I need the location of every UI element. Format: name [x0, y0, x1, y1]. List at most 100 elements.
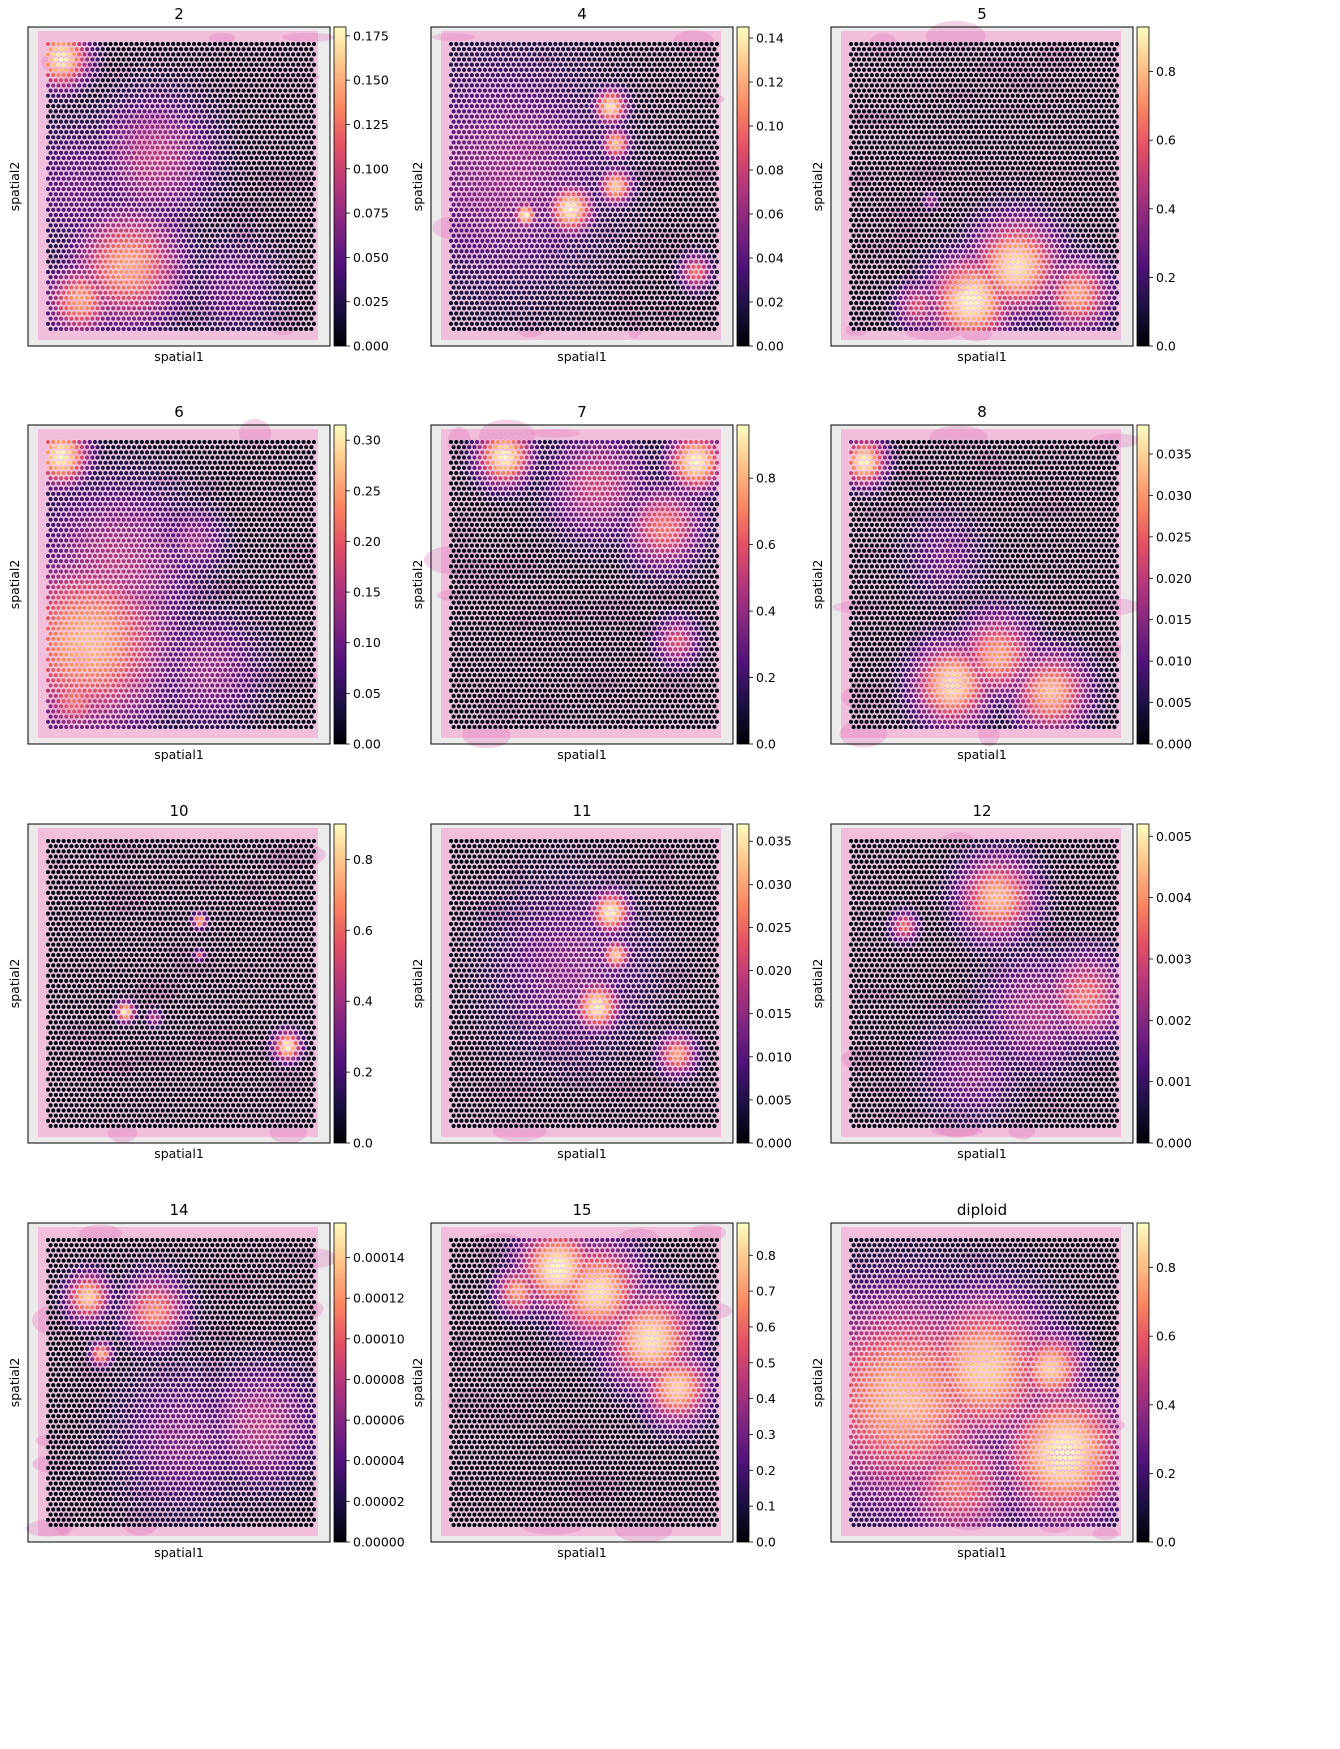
spot [246, 202, 252, 208]
spot [115, 264, 121, 270]
spot [693, 228, 699, 234]
spot [654, 202, 660, 208]
spot [235, 326, 241, 332]
spot [87, 238, 93, 244]
spot [248, 300, 254, 306]
spot [464, 134, 470, 140]
spot [495, 82, 501, 88]
spot [521, 134, 527, 140]
spot [142, 202, 147, 208]
spot [241, 119, 247, 125]
spot [121, 88, 127, 94]
spot [63, 98, 69, 104]
spot [649, 139, 655, 145]
spot [711, 67, 717, 73]
spot [155, 259, 161, 265]
spot [254, 196, 260, 202]
spot [275, 72, 280, 78]
spot [79, 98, 85, 104]
spot [552, 228, 558, 234]
spot [87, 103, 93, 109]
spot [492, 233, 498, 239]
spot [123, 310, 129, 316]
spot [586, 88, 592, 94]
spot [178, 46, 184, 52]
spot [542, 114, 548, 120]
spot [241, 129, 247, 135]
spot [235, 264, 241, 270]
spot [701, 202, 707, 208]
spot [597, 108, 603, 114]
spot [458, 217, 464, 223]
spot [68, 305, 74, 311]
spot [631, 217, 637, 223]
spot [243, 134, 249, 140]
spot [259, 196, 265, 202]
spot [298, 316, 304, 322]
spot [144, 176, 150, 182]
colorbar-tick-label: 0.100 [353, 161, 389, 176]
spot [131, 305, 137, 311]
spot [92, 259, 98, 265]
spot [170, 310, 176, 316]
spot [701, 160, 707, 166]
spot [209, 46, 215, 52]
spot [662, 41, 668, 47]
spot [235, 129, 241, 135]
spot [672, 103, 678, 109]
spot [275, 196, 280, 202]
spot [644, 139, 650, 145]
spot [542, 238, 548, 244]
spot [74, 150, 80, 156]
spot [275, 134, 280, 140]
spot [280, 248, 286, 254]
spot [524, 119, 530, 125]
spot [259, 238, 265, 244]
spot [565, 139, 571, 145]
spot [139, 41, 145, 47]
spot [290, 228, 296, 234]
spot [204, 139, 210, 145]
spot [209, 67, 215, 73]
spot [55, 217, 61, 223]
spot [235, 139, 241, 145]
spot [456, 243, 462, 249]
spot [175, 165, 181, 171]
spot [79, 222, 85, 228]
spot [170, 321, 176, 327]
spot [246, 108, 252, 114]
spot [139, 103, 145, 109]
spot [173, 316, 179, 322]
spot [139, 269, 145, 275]
spot [76, 93, 82, 99]
spot [578, 155, 584, 161]
spot [696, 212, 702, 218]
spot [709, 82, 715, 88]
spot [102, 248, 108, 254]
spot [311, 217, 317, 223]
spot [71, 217, 77, 223]
spot [285, 228, 291, 234]
spot [701, 222, 707, 228]
spot [121, 108, 127, 114]
spot [261, 160, 267, 166]
spot [58, 264, 64, 270]
spot [464, 62, 470, 68]
spot [295, 103, 301, 109]
spot [558, 114, 564, 120]
spot [615, 134, 621, 140]
spot [664, 202, 670, 208]
spot [89, 202, 95, 208]
spot [186, 228, 192, 234]
spot [285, 321, 291, 327]
spot [680, 46, 686, 52]
spot [87, 93, 93, 99]
spot [147, 88, 153, 94]
spot [194, 326, 200, 332]
spot [581, 160, 587, 166]
spot [539, 243, 545, 249]
spot [487, 77, 493, 83]
spot [165, 155, 171, 161]
spot [68, 264, 74, 270]
spot [152, 253, 158, 259]
